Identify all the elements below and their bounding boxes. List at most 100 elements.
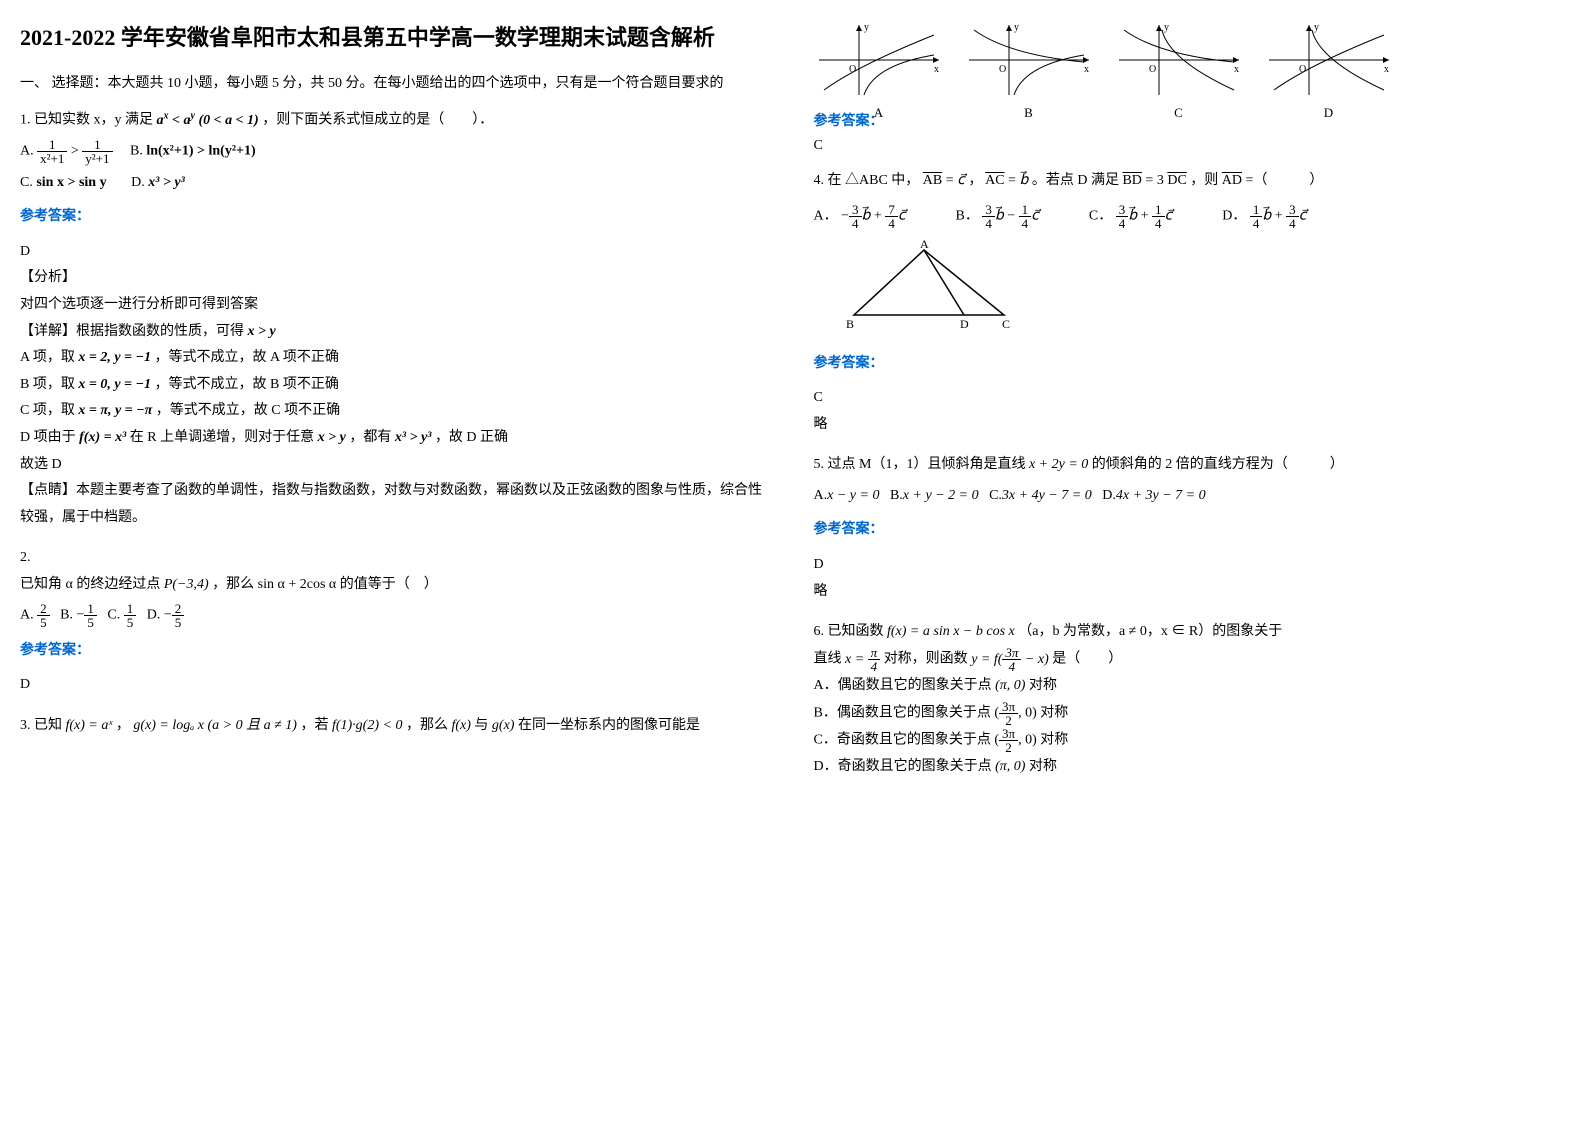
q4-b: b⃗ xyxy=(1019,173,1028,188)
q1-analysis-h: 【分析】 xyxy=(20,265,774,292)
svg-text:y: y xyxy=(864,22,869,33)
q4-answer-label: 参考答案： xyxy=(814,351,1568,378)
q1-ld-suf: ，故 D 正确 xyxy=(435,430,508,445)
q5-answer-label: 参考答案： xyxy=(814,517,1568,544)
q2-opts: A. 25 B. −15 C. 15 D. −25 xyxy=(20,602,774,629)
q1-detail-xy: x > y xyxy=(248,324,276,339)
q1-analysis-1: 对四个选项逐一进行分析即可得到答案 xyxy=(20,292,774,319)
svg-text:O: O xyxy=(1149,64,1156,75)
q1-conclude: 故选 D xyxy=(20,452,774,479)
q2-stem: 已知角 α 的终边经过点 P(−3,4) ，那么 sin α + 2cos α … xyxy=(20,572,774,599)
q5-B: x + y − 2 = 0 xyxy=(903,488,979,503)
lab-C: C xyxy=(1002,317,1010,330)
q2-D: D. xyxy=(147,608,161,623)
q5-Bp: B. xyxy=(890,488,903,503)
q1-optA-pre: A. xyxy=(20,144,34,159)
q4-eq3: = 3 xyxy=(1145,173,1163,188)
q4-m3: ，则 xyxy=(1190,173,1218,188)
q4-m1: 中， xyxy=(891,173,919,188)
q6-Dt: D．奇函数且它的图象关于点 xyxy=(814,759,992,774)
svg-text:x: x xyxy=(1234,64,1239,75)
q3-suf: 在同一坐标系内的图像可能是 xyxy=(518,718,700,733)
q2-fB: 15 xyxy=(84,602,97,629)
right-column: xyO A xyO B xyO C xyO D 参考答案： C 4. 在 △AB… xyxy=(814,20,1568,795)
q3-m2: ，那么 xyxy=(406,718,448,733)
q2-B: B. xyxy=(60,608,73,623)
svg-text:y: y xyxy=(1164,22,1169,33)
q3-graphs: xyO A xyO B xyO C xyO D xyxy=(814,20,1568,100)
q3-gx: g(x) xyxy=(492,718,515,733)
q1-answer-label: 参考答案： xyxy=(20,204,774,231)
q1-optC: sin x > sin y xyxy=(36,175,106,190)
q5-lue: 略 xyxy=(814,579,1568,606)
q6-B: B．偶函数且它的图象关于点 (3π2, 0) 对称 xyxy=(814,700,1568,727)
q3-answer: C xyxy=(814,138,1568,154)
q4-oD: D． 14b⃗ + 34c⃗ xyxy=(1222,203,1306,230)
svg-text:x: x xyxy=(1084,64,1089,75)
q4-Bp: B． xyxy=(956,208,979,223)
q4-answer: C xyxy=(814,385,1568,412)
q6-Dpt: (π, 0) xyxy=(995,759,1025,774)
q1-optD-pre: D. xyxy=(131,175,145,190)
q6-Ds: 对称 xyxy=(1029,759,1057,774)
q1-stem-suffix: ，则下面关系式恒成立的是（ ）． xyxy=(262,113,493,128)
q1-ld-xy: x > y xyxy=(318,430,346,445)
q6-C: C．奇函数且它的图象关于点 (3π2, 0) 对称 xyxy=(814,727,1568,754)
q4-triangle: A B D C xyxy=(844,240,1568,341)
q1-detail: 【详解】根据指数函数的性质，可得 x > y xyxy=(20,319,774,346)
graph-C: xyO C xyxy=(1114,20,1244,100)
q5-stem: 5. 过点 M（1，1）且倾斜角是直线 xyxy=(814,457,1026,472)
q6-line2: 直线 x = π4 对称，则函数 y = f(3π4 − x) 是（ ） xyxy=(814,646,1568,673)
question-1: 1. 已知实数 x，y 满足 ax < ay (0 < a < 1) ，则下面关… xyxy=(20,106,774,531)
q6-xeq-t: x = xyxy=(845,652,868,667)
q4-eq1: = xyxy=(946,173,957,188)
q3-fx: f(x) xyxy=(451,718,470,733)
q5-mid: 的倾斜角的 2 倍的直线方程为（ ） xyxy=(1092,457,1344,472)
q2-answer: D xyxy=(20,672,774,699)
q2-fA: 25 xyxy=(37,602,50,629)
svg-text:y: y xyxy=(1014,22,1019,33)
lab-D: D xyxy=(960,317,969,330)
graph-D-label: D xyxy=(1264,105,1394,121)
question-2: 2. 已知角 α 的终边经过点 P(−3,4) ，那么 sin α + 2cos… xyxy=(20,545,774,699)
q4-AD: AD xyxy=(1222,173,1242,188)
question-4: 4. 在 △ABC 中， AB = c⃗ ， AC = b⃗ 。若点 D 满足 … xyxy=(814,168,1568,438)
q6-Cs: 对称 xyxy=(1040,733,1068,748)
q1-lb-vals: x = 0, y = −1 xyxy=(78,377,151,392)
q1-ld-f: f(x) = x³ xyxy=(79,430,126,445)
q1-la-pre: A 项，取 xyxy=(20,350,75,365)
q4-Cp: C． xyxy=(1089,208,1112,223)
q3-g: g(x) = logₐ x (a > 0 且 a ≠ 1) xyxy=(133,718,297,733)
q1-lb-suf: ，等式不成立，故 B 项不正确 xyxy=(155,377,339,392)
q6-m1: （a，b 为常数，a ≠ 0，x ∈ R）的图象关于 xyxy=(1018,624,1282,639)
q6-Apt: (π, 0) xyxy=(995,678,1025,693)
q6-xeq: x = π4 xyxy=(845,652,880,667)
q1-lineA: A 项，取 x = 2, y = −1 ，等式不成立，故 A 项不正确 xyxy=(20,345,774,372)
q1-stem-prefix: 1. 已知实数 x，y 满足 xyxy=(20,113,153,128)
svg-text:y: y xyxy=(1314,22,1319,33)
q1-ld-pre: D 项由于 xyxy=(20,430,76,445)
graph-A-label: A xyxy=(814,105,944,121)
q2-pre: 已知角 α 的终边经过点 xyxy=(20,577,160,592)
graph-D: xyO D xyxy=(1264,20,1394,100)
q1-row2: C. sin x > sin y D. x³ > y³ xyxy=(20,170,774,197)
q4-c: c⃗ xyxy=(957,173,965,188)
q3-and: 与 xyxy=(474,718,488,733)
section-1-title: 一、 选择题：本大题共 10 小题，每小题 5 分，共 50 分。在每小题给出的… xyxy=(20,72,774,92)
q1-optA-r: 1y²+1 xyxy=(82,138,112,165)
question-6: 6. 已知函数 f(x) = a sin x − b cos x （a，b 为常… xyxy=(814,619,1568,781)
q6-Bs: 对称 xyxy=(1040,705,1068,720)
q1-optB: ln(x²+1) > ln(y²+1) xyxy=(146,144,255,159)
q6-Ct: C．奇函数且它的图象关于点 xyxy=(814,733,991,748)
q4-oA: A． −34b⃗ + 74c⃗ xyxy=(814,203,906,230)
q1-lb-pre: B 项，取 xyxy=(20,377,75,392)
q6-D: D．奇函数且它的图象关于点 (π, 0) 对称 xyxy=(814,754,1568,781)
question-5: 5. 过点 M（1，1）且倾斜角是直线 x + 2y = 0 的倾斜角的 2 倍… xyxy=(814,452,1568,605)
q5-A: x − y = 0 xyxy=(827,488,879,503)
q1-cond: ax < ay (0 < a < 1) xyxy=(157,113,259,128)
q4-tri: △ABC xyxy=(845,173,888,188)
q1-row1: A. 1x²+1 > 1y²+1 B. ln(x²+1) > ln(y²+1) xyxy=(20,138,774,165)
lab-A: A xyxy=(920,240,929,251)
q1-ld-mid2: ，都有 xyxy=(349,430,391,445)
q1-detail-h: 【详解】根据指数函数的性质，可得 xyxy=(20,324,244,339)
